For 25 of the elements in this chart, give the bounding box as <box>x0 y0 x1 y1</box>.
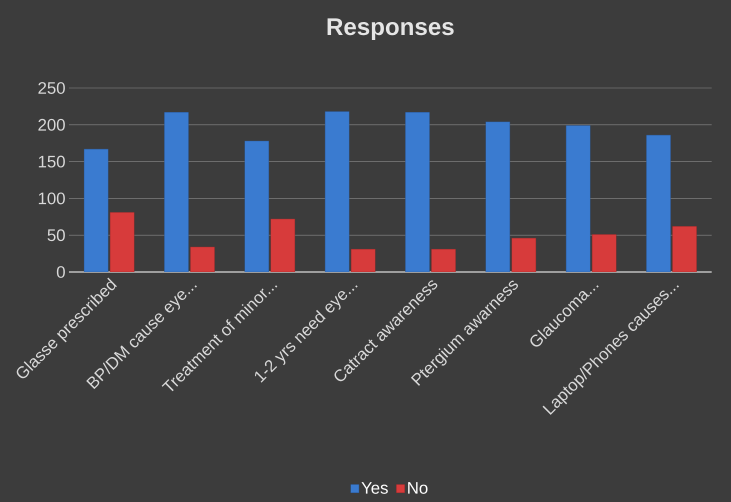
bar <box>405 112 430 272</box>
y-tick-label: 0 <box>56 266 65 278</box>
bar <box>190 246 215 272</box>
bar <box>84 148 108 272</box>
chart-title: Responses <box>328 18 454 40</box>
y-tick-label: 250 <box>38 82 65 94</box>
bar <box>512 238 536 272</box>
y-tick-label: 50 <box>48 229 65 242</box>
bar <box>566 125 590 272</box>
bar <box>431 248 456 272</box>
bar <box>350 248 376 272</box>
bar <box>592 234 616 272</box>
bar <box>164 112 189 272</box>
bar <box>324 111 350 272</box>
bar <box>244 140 270 272</box>
y-tick-label: 100 <box>38 192 65 204</box>
y-tick-label: 150 <box>38 156 65 168</box>
y-tick-label: 200 <box>38 118 65 131</box>
bar <box>486 122 510 272</box>
bar <box>270 218 296 272</box>
legend-label: No <box>408 482 428 494</box>
bar <box>110 212 134 272</box>
bar <box>646 134 671 272</box>
bar <box>672 226 697 272</box>
legend-label: Yes <box>361 482 388 494</box>
